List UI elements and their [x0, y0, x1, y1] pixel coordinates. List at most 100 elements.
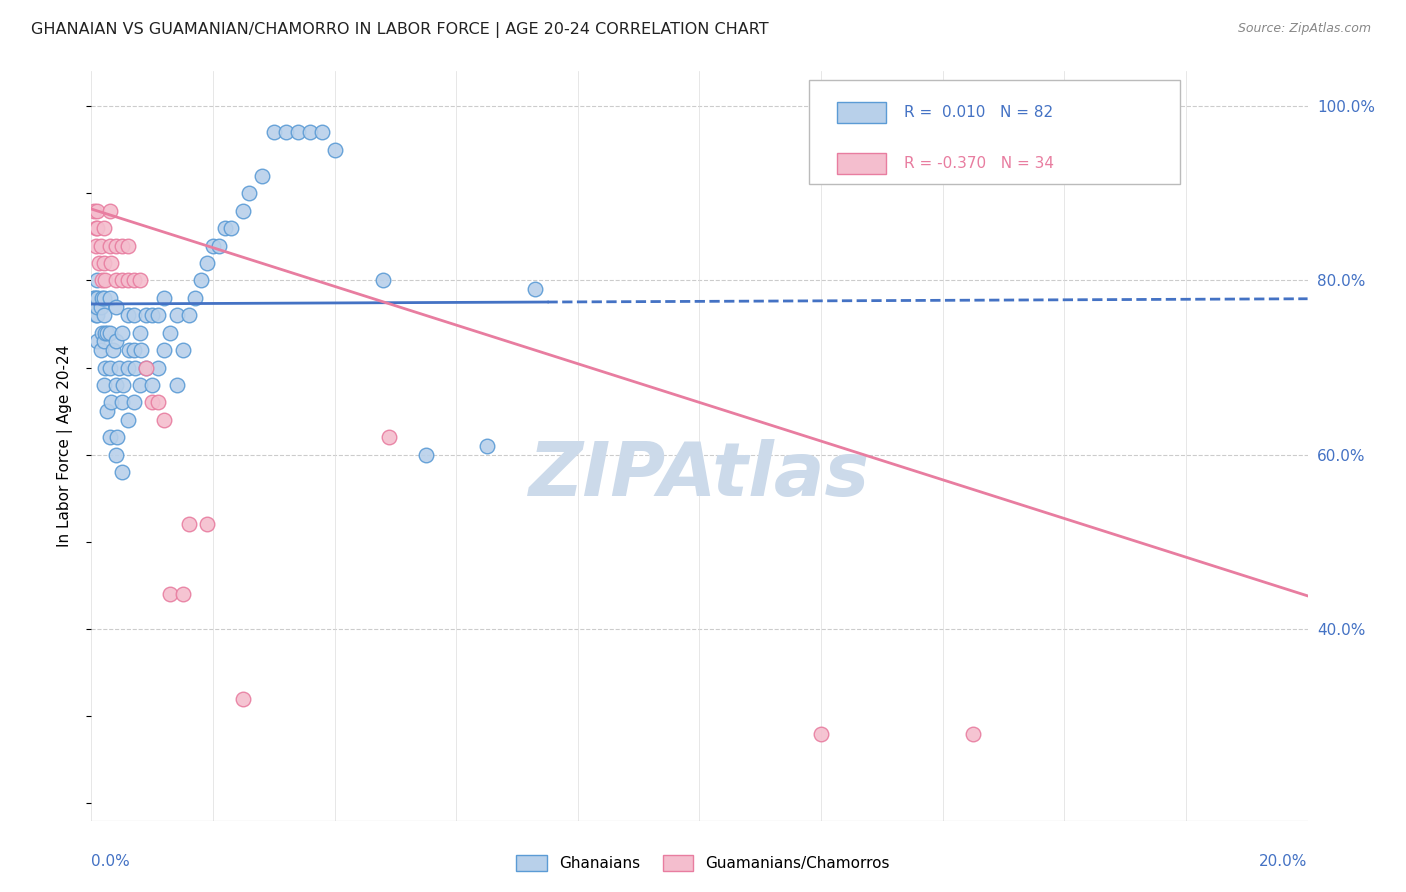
Point	[148, 360, 170, 375]
Point	[299, 125, 322, 139]
Point	[232, 691, 254, 706]
Point	[184, 291, 207, 305]
Point	[141, 308, 163, 322]
Point	[104, 238, 127, 252]
Point	[159, 326, 181, 340]
Point	[962, 726, 984, 740]
Point	[94, 326, 117, 340]
Point	[111, 395, 134, 409]
Point	[87, 256, 110, 270]
Point	[118, 343, 141, 358]
Point	[86, 300, 108, 314]
Bar	[837, 102, 886, 123]
Point	[100, 256, 122, 270]
Point	[96, 326, 118, 340]
Text: ZIPAtlas: ZIPAtlas	[529, 440, 870, 513]
Point	[195, 256, 218, 270]
Point	[86, 203, 108, 218]
Point	[94, 360, 117, 375]
Point	[91, 273, 114, 287]
Point	[89, 300, 111, 314]
Point	[214, 221, 236, 235]
Point	[141, 395, 163, 409]
Point	[83, 291, 105, 305]
Bar	[837, 153, 886, 174]
Point	[98, 203, 121, 218]
Y-axis label: In Labor Force | Age 20-24: In Labor Force | Age 20-24	[56, 345, 73, 547]
Point	[101, 343, 124, 358]
Point	[153, 291, 176, 305]
Point	[105, 430, 128, 444]
Point	[475, 439, 498, 453]
Point	[129, 343, 152, 358]
Point	[195, 517, 218, 532]
Point	[93, 334, 115, 349]
Point	[129, 378, 152, 392]
Text: GHANAIAN VS GUAMANIAN/CHAMORRO IN LABOR FORCE | AGE 20-24 CORRELATION CHART: GHANAIAN VS GUAMANIAN/CHAMORRO IN LABOR …	[31, 22, 769, 38]
Point	[84, 300, 107, 314]
Point	[93, 291, 115, 305]
Point	[172, 587, 194, 601]
Point	[93, 308, 115, 322]
Point	[122, 308, 145, 322]
Point	[238, 186, 260, 201]
Point	[148, 395, 170, 409]
Text: 20.0%: 20.0%	[1260, 855, 1308, 870]
Point	[129, 273, 152, 287]
Point	[98, 238, 121, 252]
Point	[153, 343, 176, 358]
Point	[117, 273, 139, 287]
Point	[104, 448, 127, 462]
Point	[104, 378, 127, 392]
Point	[153, 413, 176, 427]
Point	[84, 221, 107, 235]
FancyBboxPatch shape	[808, 80, 1180, 184]
Point	[524, 282, 547, 296]
Point	[141, 378, 163, 392]
Point	[83, 203, 105, 218]
Point	[89, 343, 111, 358]
Point	[129, 326, 152, 340]
Point	[190, 273, 212, 287]
Point	[90, 326, 112, 340]
Point	[111, 326, 134, 340]
Point	[84, 238, 107, 252]
Point	[122, 395, 145, 409]
Point	[91, 291, 114, 305]
Text: Source: ZipAtlas.com: Source: ZipAtlas.com	[1237, 22, 1371, 36]
Point	[208, 238, 231, 252]
Point	[122, 273, 145, 287]
Point	[89, 238, 111, 252]
Point	[117, 238, 139, 252]
Point	[86, 291, 108, 305]
Point	[166, 308, 188, 322]
Point	[86, 308, 108, 322]
Point	[111, 378, 134, 392]
Point	[117, 308, 139, 322]
Point	[111, 273, 134, 287]
Point	[250, 169, 273, 183]
Point	[104, 273, 127, 287]
Point	[135, 360, 157, 375]
Point	[415, 448, 437, 462]
Point	[98, 326, 121, 340]
Point	[107, 360, 129, 375]
Text: 0.0%: 0.0%	[91, 855, 131, 870]
Point	[83, 291, 105, 305]
Point	[86, 221, 108, 235]
Point	[86, 291, 108, 305]
Point	[172, 343, 194, 358]
Point	[93, 256, 115, 270]
Point	[98, 360, 121, 375]
Point	[135, 308, 157, 322]
Text: R =  0.010   N = 82: R = 0.010 N = 82	[904, 105, 1053, 120]
Point	[177, 308, 200, 322]
Point	[202, 238, 225, 252]
Point	[104, 300, 127, 314]
Point	[159, 587, 181, 601]
Point	[124, 360, 146, 375]
Point	[94, 273, 117, 287]
Point	[274, 125, 297, 139]
Point	[378, 430, 401, 444]
Point	[84, 308, 107, 322]
